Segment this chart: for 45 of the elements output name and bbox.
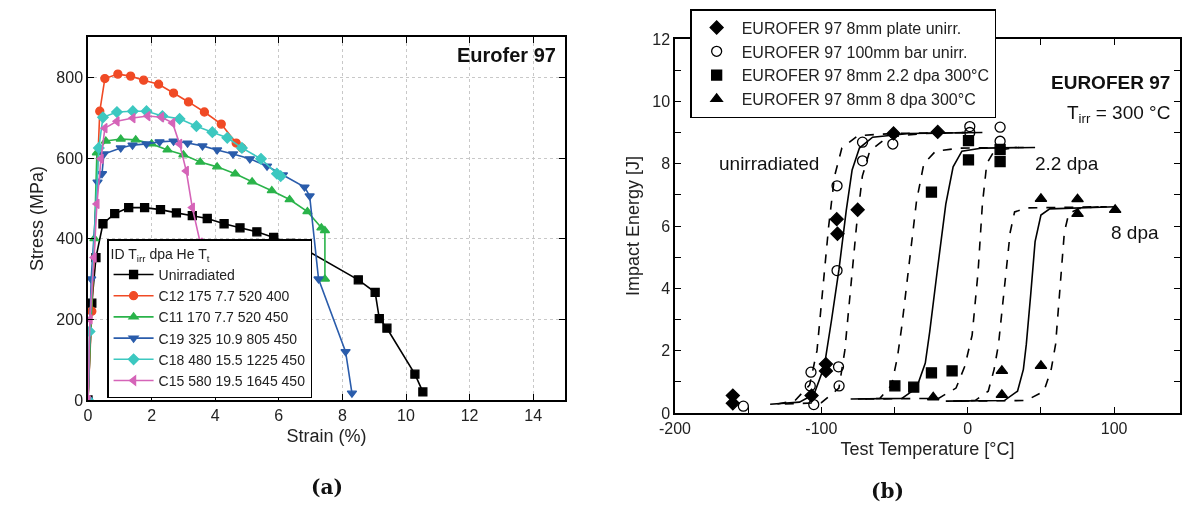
text: (b) (871, 479, 904, 503)
x-axis-title: Test Temperature [°C] (840, 438, 1015, 459)
legend-label: C18 480 15.5 1225 450 (158, 351, 306, 368)
annotation: Eurofer 97 (457, 44, 556, 66)
legend-label: C12 175 7.7 520 400 (158, 288, 290, 305)
y-tick-label: 0 (74, 391, 84, 409)
legend-label: EUROFER 97 8mm 2.2 dpa 300°C (741, 67, 990, 85)
annotation: 8 dpa (1111, 222, 1159, 243)
y-tick-label: 10 (652, 92, 671, 110)
legend-label: EUROFER 97 8mm 8 dpa 300°C (741, 91, 976, 109)
legend-label: C19 325 10.9 805 450 (158, 330, 298, 347)
annotation: EUROFER 97 (1051, 72, 1171, 93)
y-tick-label: 6 (661, 217, 671, 235)
x-tick-label: 12 (460, 406, 479, 424)
y-tick-label: 600 (56, 149, 84, 167)
y-tick-label: 400 (56, 230, 84, 248)
x-axis-title: Strain (%) (286, 425, 367, 446)
x-tick-label: -100 (805, 419, 838, 437)
x-tick-label: 0 (963, 419, 973, 437)
x-tick-label: -200 (658, 419, 692, 437)
text: (a) (311, 475, 343, 499)
y-axis-title: Impact Energy [J] (622, 155, 643, 297)
x-tick-label: 6 (274, 406, 284, 424)
annotation: 2.2 dpa (1035, 153, 1099, 174)
y-tick-label: 800 (56, 68, 84, 86)
x-tick-label: 10 (397, 406, 415, 424)
y-tick-label: 4 (661, 279, 671, 297)
x-tick-label: 4 (210, 406, 220, 424)
x-tick-label: 8 (337, 406, 347, 424)
legend-label: Unirradiated (158, 266, 235, 283)
x-tick-label: 2 (147, 406, 157, 424)
y-tick-label: 2 (661, 342, 671, 360)
x-tick-label: 14 (524, 406, 543, 424)
y-tick-label: 8 (661, 155, 671, 173)
y-tick-label: 200 (56, 310, 84, 328)
y-axis-title: Stress (MPa) (27, 165, 48, 272)
y-tick-label: 12 (652, 30, 671, 48)
legend-label: C11 170 7.7 520 450 (158, 309, 289, 326)
legend-label: C15 580 19.5 1645 450 (158, 372, 306, 389)
annotation: unirradiated (719, 153, 820, 174)
annotation: T$_{irr}$ = 300 °C (1067, 102, 1171, 126)
legend-title: ID T$_{irr}$ dpa He T$_{t}$ (110, 245, 210, 264)
legend-label: EUROFER 97 100mm bar unirr. (741, 43, 968, 61)
x-tick-label: 100 (1100, 419, 1128, 437)
legend-label: EUROFER 97 8mm plate unirr. (741, 19, 962, 37)
